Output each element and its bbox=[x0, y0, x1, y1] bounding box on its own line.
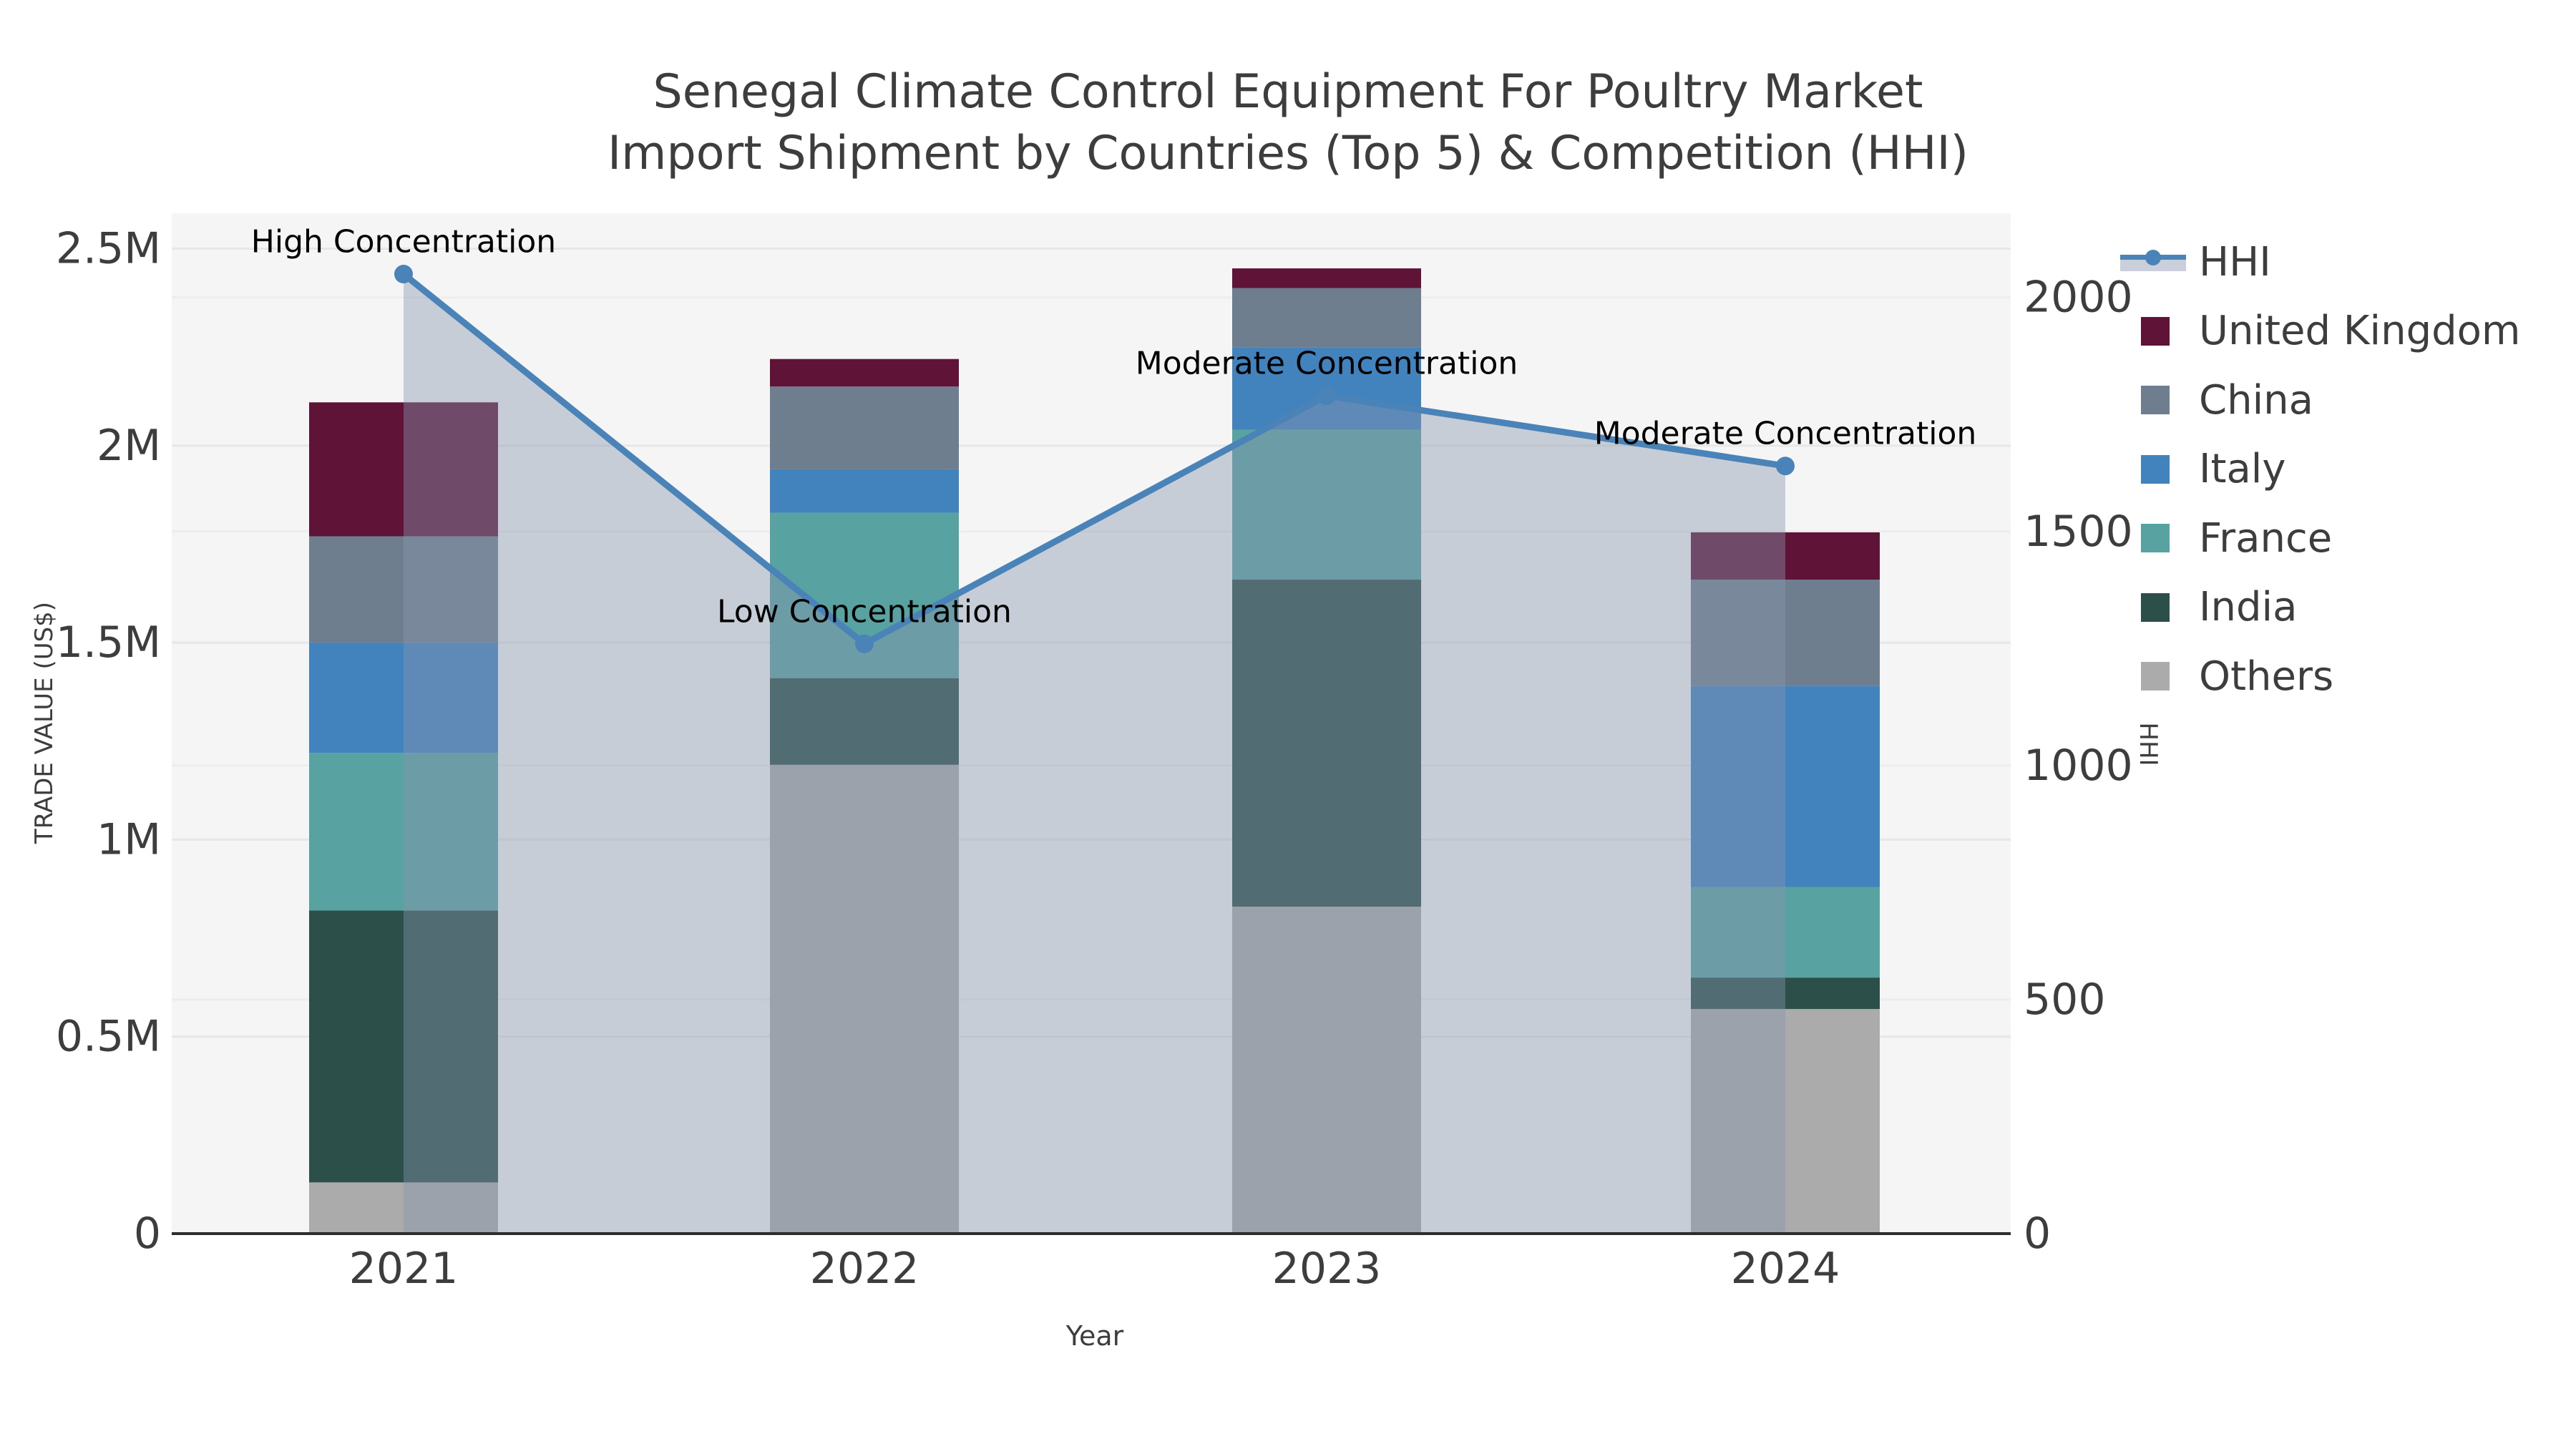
bar-segment-united-kingdom-2021 bbox=[309, 402, 498, 537]
annotation-2024: Moderate Concentration bbox=[1594, 416, 1977, 452]
bar-segment-italy-2021 bbox=[309, 643, 498, 753]
legend-label-hhi: HHI bbox=[2199, 238, 2271, 286]
y-left-tick-1M: 1M bbox=[97, 814, 161, 864]
y-left-tick-2M: 2M bbox=[97, 421, 161, 471]
bar-segment-france-2024 bbox=[1691, 887, 1880, 978]
bar-segment-china-2022 bbox=[770, 386, 959, 469]
hhi-marker-2022 bbox=[855, 634, 874, 653]
bar-segment-others-2024 bbox=[1691, 1009, 1880, 1234]
legend-item-italy: Italy bbox=[2111, 435, 2520, 504]
legend-item-india: India bbox=[2111, 573, 2520, 643]
bar-segment-india-2022 bbox=[770, 678, 959, 765]
legend-item-hhi: HHI bbox=[2111, 228, 2520, 297]
legend-swatch-china bbox=[2141, 386, 2170, 415]
legend-item-others: Others bbox=[2111, 642, 2520, 711]
legend-swatch-india bbox=[2141, 592, 2170, 622]
legend-item-france: France bbox=[2111, 504, 2520, 573]
legend-label-france: France bbox=[2199, 514, 2333, 562]
x-tick-2024: 2024 bbox=[1731, 1244, 1840, 1294]
bar-segment-united-kingdom-2024 bbox=[1691, 532, 1880, 580]
y-right-tick-0: 0 bbox=[2024, 1209, 2051, 1259]
bar-segment-france-2021 bbox=[309, 753, 498, 911]
legend-label-china: China bbox=[2199, 376, 2313, 424]
hhi-line bbox=[400, 270, 1789, 648]
y-right-tick-500: 500 bbox=[2024, 975, 2106, 1025]
hhi-marker-2023 bbox=[1317, 386, 1336, 406]
legend-swatch-united-kingdom bbox=[2141, 316, 2170, 346]
x-tick-2023: 2023 bbox=[1272, 1244, 1382, 1294]
bar-segment-united-kingdom-2023 bbox=[1232, 268, 1421, 288]
legend-label-others: Others bbox=[2199, 653, 2334, 700]
y-right-tick-1000: 1000 bbox=[2024, 741, 2133, 791]
y-right-tick-1500: 1500 bbox=[2024, 507, 2133, 557]
legend: HHI United Kingdom China Italy France India Ot… bbox=[2111, 228, 2520, 711]
bar-segment-china-2023 bbox=[1232, 288, 1421, 348]
chart-title: Senegal Climate Control Equipment For Po… bbox=[0, 62, 2576, 185]
x-axis-title: Year bbox=[1065, 1320, 1124, 1352]
bar-segment-india-2024 bbox=[1691, 977, 1880, 1010]
legend-swatch-others bbox=[2141, 662, 2170, 691]
hhi-line-area-icon bbox=[2120, 250, 2186, 274]
legend-label-united-kingdom: United Kingdom bbox=[2199, 308, 2521, 355]
bar-segment-india-2023 bbox=[1232, 580, 1421, 907]
legend-label-italy: Italy bbox=[2199, 446, 2286, 493]
bar-segment-others-2023 bbox=[1232, 907, 1421, 1234]
x-tick-2021: 2021 bbox=[349, 1244, 459, 1294]
bar-segment-italy-2024 bbox=[1691, 686, 1880, 887]
bar-segment-united-kingdom-2022 bbox=[770, 358, 959, 387]
bar-segment-china-2024 bbox=[1691, 580, 1880, 686]
hhi-marker-dot-icon bbox=[2145, 250, 2161, 266]
annotation-2021: High Concentration bbox=[251, 224, 556, 260]
legend-label-india: India bbox=[2199, 584, 2298, 631]
bar-segment-india-2021 bbox=[309, 910, 498, 1183]
bar-segment-others-2021 bbox=[309, 1182, 498, 1234]
bar-segment-france-2023 bbox=[1232, 429, 1421, 580]
y-left-tick-2.5M: 2.5M bbox=[56, 224, 161, 274]
legend-item-china: China bbox=[2111, 366, 2520, 435]
y-right-tick-2000: 2000 bbox=[2024, 273, 2133, 323]
y-axis-right-title: HHI bbox=[2134, 722, 2162, 766]
y-axis-left-title: TRADE VALUE (US$) bbox=[30, 601, 59, 844]
bar-segment-italy-2022 bbox=[770, 469, 959, 513]
chart-title-line2: Import Shipment by Countries (Top 5) & C… bbox=[607, 127, 1969, 180]
hhi-marker-2024 bbox=[1776, 457, 1795, 476]
y-left-tick-1.5M: 1.5M bbox=[56, 618, 161, 668]
bar-segment-china-2021 bbox=[309, 536, 498, 643]
annotation-2023: Moderate Concentration bbox=[1136, 346, 1518, 382]
hhi-marker-2021 bbox=[394, 265, 413, 284]
hhi-area-fill bbox=[404, 274, 1785, 1234]
y-left-tick-0.5M: 0.5M bbox=[56, 1012, 161, 1062]
bar-segment-others-2022 bbox=[770, 764, 959, 1234]
x-tick-2022: 2022 bbox=[810, 1244, 919, 1294]
legend-swatch-france bbox=[2141, 524, 2170, 553]
annotation-2022: Low Concentration bbox=[717, 593, 1012, 630]
chart-title-line1: Senegal Climate Control Equipment For Po… bbox=[653, 65, 1923, 119]
legend-swatch-italy bbox=[2141, 454, 2170, 484]
y-left-tick-0: 0 bbox=[134, 1209, 161, 1259]
legend-item-united-kingdom: United Kingdom bbox=[2111, 297, 2520, 366]
